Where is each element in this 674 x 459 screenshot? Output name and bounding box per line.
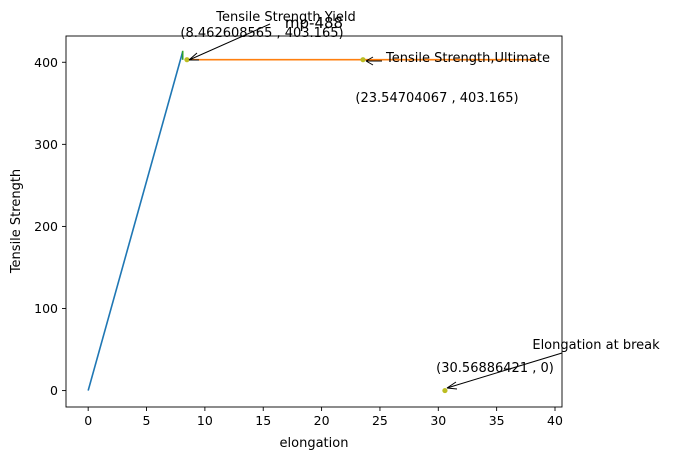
annotation-label: Tensile Strength,Ultimate <box>385 51 550 66</box>
series-line-0 <box>87 51 184 391</box>
y-tick-label: 200 <box>34 219 58 234</box>
plot-frame <box>65 35 563 408</box>
arrowhead-icon <box>446 381 458 390</box>
annotation-yield: Tensile Strength Yield (8.462608565 , 40… <box>180 10 356 61</box>
arrowhead-icon <box>365 56 374 66</box>
annotation-coords: (23.54704067 , 403.165) <box>355 91 518 106</box>
x-tick-label: 5 <box>143 413 151 428</box>
chart-title: mp-488 <box>285 14 343 32</box>
x-axis-label: elongation <box>280 436 349 451</box>
y-tick-label: 0 <box>50 383 58 398</box>
data-point-0 <box>184 57 190 63</box>
y-axis-label: Tensile Strength <box>9 169 24 274</box>
annotation-arrow <box>188 23 271 61</box>
y-tick-label: 100 <box>34 301 58 316</box>
data-point-2 <box>442 387 448 394</box>
annotation-arrow <box>446 352 563 389</box>
points-layer <box>184 57 448 394</box>
x-tick-label: 20 <box>314 413 330 428</box>
y-tick-label: 300 <box>34 137 58 152</box>
annotation-label: Elongation at break <box>532 338 660 353</box>
y-axis-ticks: 0 100 200 300 400 <box>34 55 66 398</box>
x-tick-label: 30 <box>430 413 446 428</box>
data-point-1 <box>360 57 366 63</box>
x-axis-ticks: 0 5 10 15 20 25 30 35 40 <box>84 407 563 428</box>
y-tick-label: 400 <box>34 55 58 70</box>
arrowhead-icon <box>188 52 199 61</box>
x-tick-label: 10 <box>197 413 213 428</box>
annotation-coords: (8.462608565 , 403.165) <box>180 26 343 41</box>
annotation-label: Tensile Strength Yield <box>215 10 355 25</box>
x-tick-label: 15 <box>255 413 271 428</box>
annotation-ultimate: Tensile Strength,Ultimate (23.54704067 ,… <box>355 51 550 106</box>
x-tick-label: 40 <box>547 413 563 428</box>
x-tick-label: 35 <box>489 413 505 428</box>
x-tick-label: 25 <box>372 413 388 428</box>
annotation-coords: (30.56886421 , 0) <box>436 361 554 376</box>
annotation-break: Elongation at break (30.56886421 , 0) <box>436 338 660 390</box>
x-tick-label: 0 <box>84 413 92 428</box>
plot-area: 0 5 10 15 20 25 30 35 40 0 100 200 300 400 <box>34 35 563 428</box>
